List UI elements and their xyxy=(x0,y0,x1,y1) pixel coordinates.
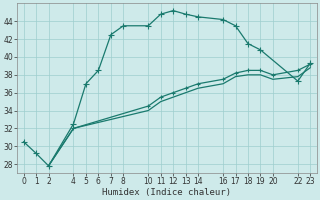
X-axis label: Humidex (Indice chaleur): Humidex (Indice chaleur) xyxy=(102,188,231,197)
